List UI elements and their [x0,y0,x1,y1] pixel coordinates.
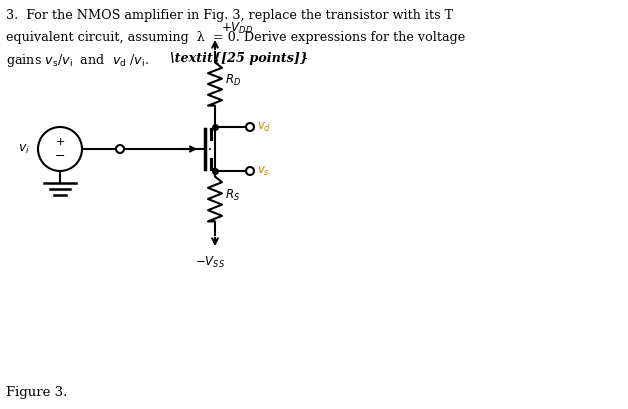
Text: $R_S$: $R_S$ [225,187,240,202]
Text: Figure 3.: Figure 3. [6,386,67,399]
Text: gains $v_{\rm s}$/$v_{\rm i}$  and  $v_{\rm d}$ /$v_{\rm i}$.: gains $v_{\rm s}$/$v_{\rm i}$ and $v_{\r… [6,52,150,69]
Text: $-V_{SS}$: $-V_{SS}$ [195,255,225,270]
Circle shape [246,123,254,131]
Text: $R_D$: $R_D$ [225,72,241,88]
Text: +: + [55,137,65,147]
Text: $v_i$: $v_i$ [18,142,30,155]
Circle shape [116,145,124,153]
Circle shape [38,127,82,171]
Text: 3.  For the NMOS amplifier in Fig. 3, replace the transistor with its T: 3. For the NMOS amplifier in Fig. 3, rep… [6,9,453,22]
Text: equivalent circuit, assuming  λ  = 0. Derive expressions for the voltage: equivalent circuit, assuming λ = 0. Deri… [6,31,465,43]
Text: −: − [55,150,65,162]
Circle shape [246,167,254,175]
Text: \textit{[25 points]}: \textit{[25 points]} [170,52,308,65]
Text: $v_d$: $v_d$ [257,120,271,134]
Text: $v_s$: $v_s$ [257,164,270,178]
Text: $+V_{DD}$: $+V_{DD}$ [221,21,253,36]
